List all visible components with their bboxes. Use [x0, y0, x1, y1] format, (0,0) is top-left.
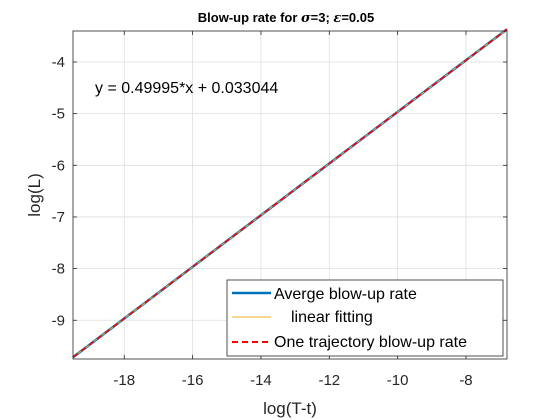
x-axis-label: log(T-t) [263, 399, 317, 418]
legend-label-trajectory: One trajectory blow-up rate [274, 334, 467, 351]
legend: Averge blow-up rate linear fitting One t… [226, 279, 504, 357]
y-axis-label: log(L) [25, 173, 44, 216]
title-sigma-symbol: σ [301, 11, 311, 26]
fit-annotation: y = 0.49995*x + 0.033044 [95, 80, 278, 97]
legend-box [226, 279, 504, 357]
ticks: -18 -16 -14 -12 -10 -8 -9 -8 -7 -6 -5 -4 [52, 31, 507, 389]
chart-title: Blow-up rate for σ=3; ε=0.05 [198, 10, 374, 26]
x-tick-label: -12 [318, 372, 340, 389]
x-tick-label: -10 [387, 372, 409, 389]
legend-label-average: Averge blow-up rate [274, 286, 417, 303]
title-epsilon-symbol: ε [333, 11, 341, 26]
x-tick-label: -8 [459, 372, 472, 389]
legend-label-fit: linear fitting [291, 309, 373, 326]
title-mid: =3; [311, 10, 334, 25]
y-tick-label: -7 [52, 209, 65, 226]
y-tick-label: -5 [52, 106, 65, 123]
x-tick-label: -18 [113, 372, 135, 389]
y-tick-label: -4 [52, 54, 65, 71]
x-tick-label: -16 [182, 372, 204, 389]
title-suffix: =0.05 [341, 10, 374, 25]
y-tick-label: -8 [52, 261, 65, 278]
y-tick-label: -6 [52, 157, 65, 174]
axes-box [72, 30, 508, 360]
plot-series [72, 28, 508, 359]
y-tick-label: -9 [52, 312, 65, 329]
x-tick-label: -14 [250, 372, 272, 389]
title-prefix: Blow-up rate for [198, 10, 301, 25]
